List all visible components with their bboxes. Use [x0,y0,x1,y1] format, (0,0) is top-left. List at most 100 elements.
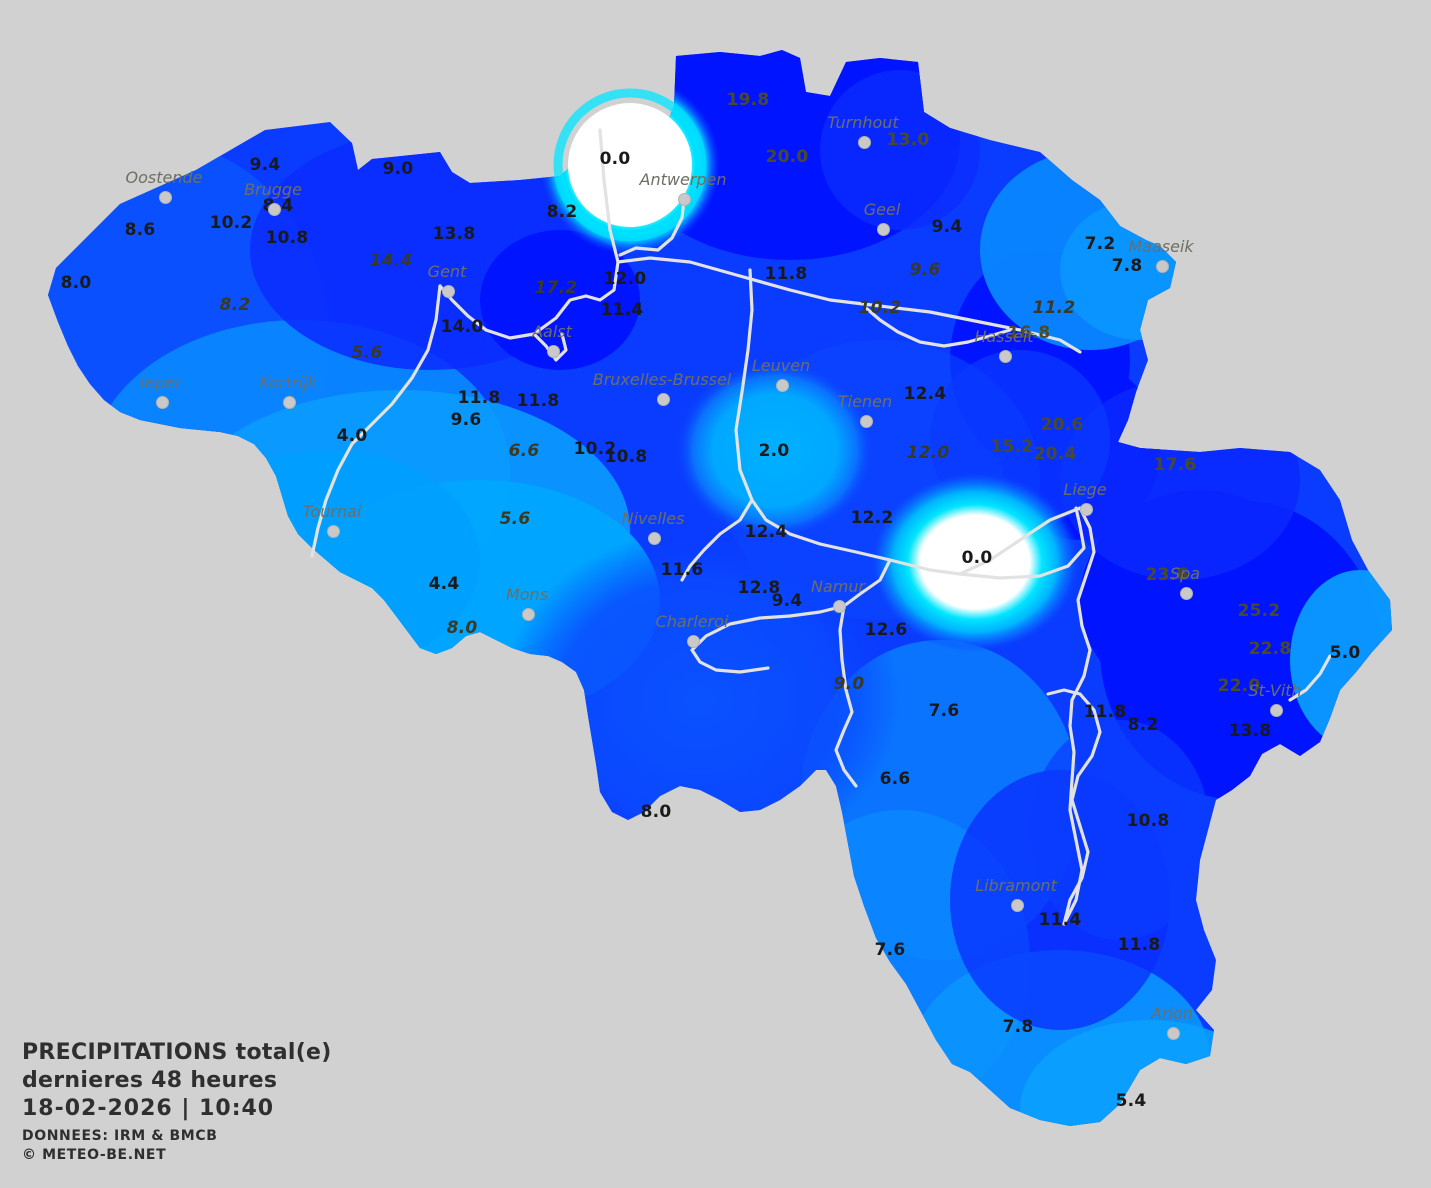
precip-value: 11.4 [1038,910,1082,930]
city-dot-icon [1166,1026,1180,1040]
precip-value: 12.4 [903,384,947,404]
precip-value: 9.6 [909,260,941,280]
precip-value: 12.8 [737,578,781,598]
precip-value: 6.6 [508,441,540,461]
river-network [310,128,1332,926]
precip-value: 5.6 [351,343,383,363]
city-label: Turnhout [827,113,899,132]
precip-value: 8.2 [1127,715,1159,735]
precip-value: 9.4 [931,217,963,237]
city-dot-icon [158,190,172,204]
precip-value: 20.4 [1033,444,1077,464]
precip-value: 4.0 [336,426,368,446]
precip-value: 5.6 [499,509,531,529]
city-dot-icon [155,395,169,409]
precip-value: 22.8 [1248,639,1292,659]
precip-value: 11.6 [660,560,704,580]
precip-value: 12.2 [850,508,894,528]
city-dot-icon [1079,502,1093,516]
city-label: Geel [863,200,901,219]
city-label: Gent [427,262,467,281]
precip-value: 20.0 [765,147,809,167]
precip-value: 9.0 [382,159,414,179]
precip-value: 11.4 [600,300,644,320]
city-dot-icon [546,344,560,358]
precip-value: 7.2 [1084,234,1116,254]
city-label: Antwerpen [639,170,727,189]
precip-value: 8.0 [60,273,92,293]
city-dot-icon [656,392,670,406]
precip-value: 14.0 [440,317,484,337]
precip-value: 14.4 [369,251,413,271]
precip-value: 11.8 [764,264,808,284]
precip-value: 10.2 [573,439,617,459]
city-dot-icon [1155,259,1169,273]
precip-value: 16.8 [1007,323,1051,343]
precip-value: 0.0 [599,149,631,169]
precip-value: 11.8 [457,388,501,408]
city-label: Tienen [837,392,893,411]
precip-value: 12.6 [864,620,908,640]
city-dot-icon [1010,898,1024,912]
city-label: Bruxelles-Brussel [592,370,732,389]
caption-period: dernieres 48 heures [22,1068,278,1093]
city-dot-icon [441,284,455,298]
city-label: Ieper [140,373,182,392]
precip-value: 12.0 [603,269,647,289]
city-dot-icon [677,192,691,206]
precip-value: 7.6 [874,940,906,960]
precip-value: 7.8 [1111,256,1143,276]
precip-value: 15.2 [990,437,1034,457]
precip-value: 8.2 [219,295,251,315]
city-dot-icon [1269,703,1283,717]
precip-value: 11.8 [1083,702,1127,722]
city-dot-icon [998,349,1012,363]
city-dot-icon [326,524,340,538]
precip-value: 13.8 [1228,721,1272,741]
precip-value: 10.8 [604,447,648,467]
city-dot-icon [775,378,789,392]
precip-value: 9.0 [833,674,865,694]
precip-value: 6.6 [879,769,911,789]
city-label: Charleroi [655,612,729,631]
city-label: Hasselt [974,327,1034,346]
precip-value: 5.4 [1115,1091,1147,1111]
precip-value: 10.2 [209,213,253,233]
city-dot-icon [832,599,846,613]
caption-copyright: © METEO-BE.NET [22,1147,167,1163]
precip-value: 22.0 [1217,676,1261,696]
precip-value: 5.0 [1329,643,1361,663]
city-dot-icon [282,395,296,409]
city-label: Tournai [302,502,362,521]
precip-value: 10.8 [265,228,309,248]
precip-value: 20.6 [1040,415,1084,435]
caption-source: DONNEES: IRM & BMCB [22,1128,218,1144]
caption-datetime: 18-02-2026 | 10:40 [22,1096,275,1121]
precip-value: 17.6 [1153,455,1197,475]
city-dot-icon [686,634,700,648]
caption-title: PRECIPITATIONS total(e) [22,1040,332,1065]
city-dot-icon [647,531,661,545]
precip-value: 19.8 [726,90,770,110]
precip-value: 12.0 [906,443,950,463]
precip-value: 12.4 [744,522,788,542]
city-label: Maaseik [1128,237,1194,256]
city-label: Spa [1169,564,1201,583]
precip-value: 25.2 [1237,601,1281,621]
city-label: St-Vith [1248,681,1302,700]
city-label: Liege [1063,480,1107,499]
map-caption: PRECIPITATIONS total(e) dernieres 48 heu… [22,1040,332,1163]
city-dot-icon [1179,586,1193,600]
city-dot-icon [267,202,281,216]
city-label: Aalst [532,322,572,341]
city-label: Brugge [244,180,302,199]
precip-value: 9.6 [450,410,482,430]
city-label: Namur [810,577,866,596]
precip-value: 4.4 [428,574,460,594]
precip-value: 7.6 [928,701,960,721]
city-label: Leuven [751,356,811,375]
precip-value: 23.6 [1145,565,1189,585]
precip-value: 9.4 [249,155,281,175]
